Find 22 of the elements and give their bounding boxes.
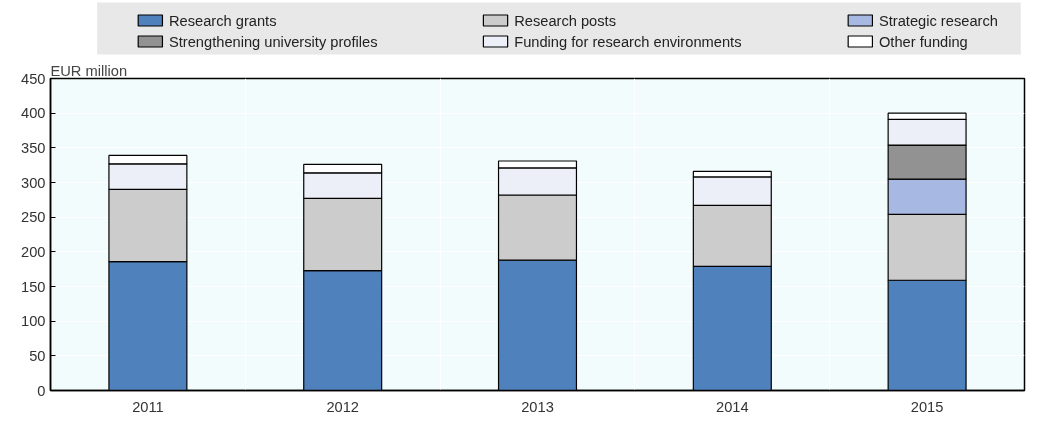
y-tick-label: 400 — [21, 105, 46, 122]
y-tick-label: 450 — [21, 70, 46, 87]
y-tick-label: 300 — [21, 174, 46, 191]
legend-label: Strengthening university profiles — [168, 33, 378, 50]
x-tick-label: 2013 — [521, 398, 554, 415]
x-tick-label: 2014 — [716, 398, 749, 415]
legend-label: Research grants — [168, 12, 277, 29]
y-tick-label: 150 — [21, 278, 46, 295]
x-tick-label: 2011 — [132, 398, 164, 415]
y-tick-label: 200 — [21, 243, 46, 260]
x-tick-label: 2012 — [326, 398, 360, 415]
y-tick-label: 50 — [29, 347, 46, 364]
legend-label: Other funding — [878, 33, 968, 50]
x-tick-label: 2015 — [910, 398, 944, 415]
y-tick-label: 250 — [21, 209, 46, 226]
legend-label: Funding for research environments — [514, 33, 742, 50]
legend-label: Strategic research — [878, 12, 998, 29]
y-tick-label: 350 — [21, 139, 46, 156]
legend-label: Research posts — [514, 12, 616, 29]
y-tick-label: 0 — [37, 382, 46, 399]
y-tick-label: 100 — [21, 313, 46, 330]
y-axis-title: EUR million — [50, 62, 128, 79]
